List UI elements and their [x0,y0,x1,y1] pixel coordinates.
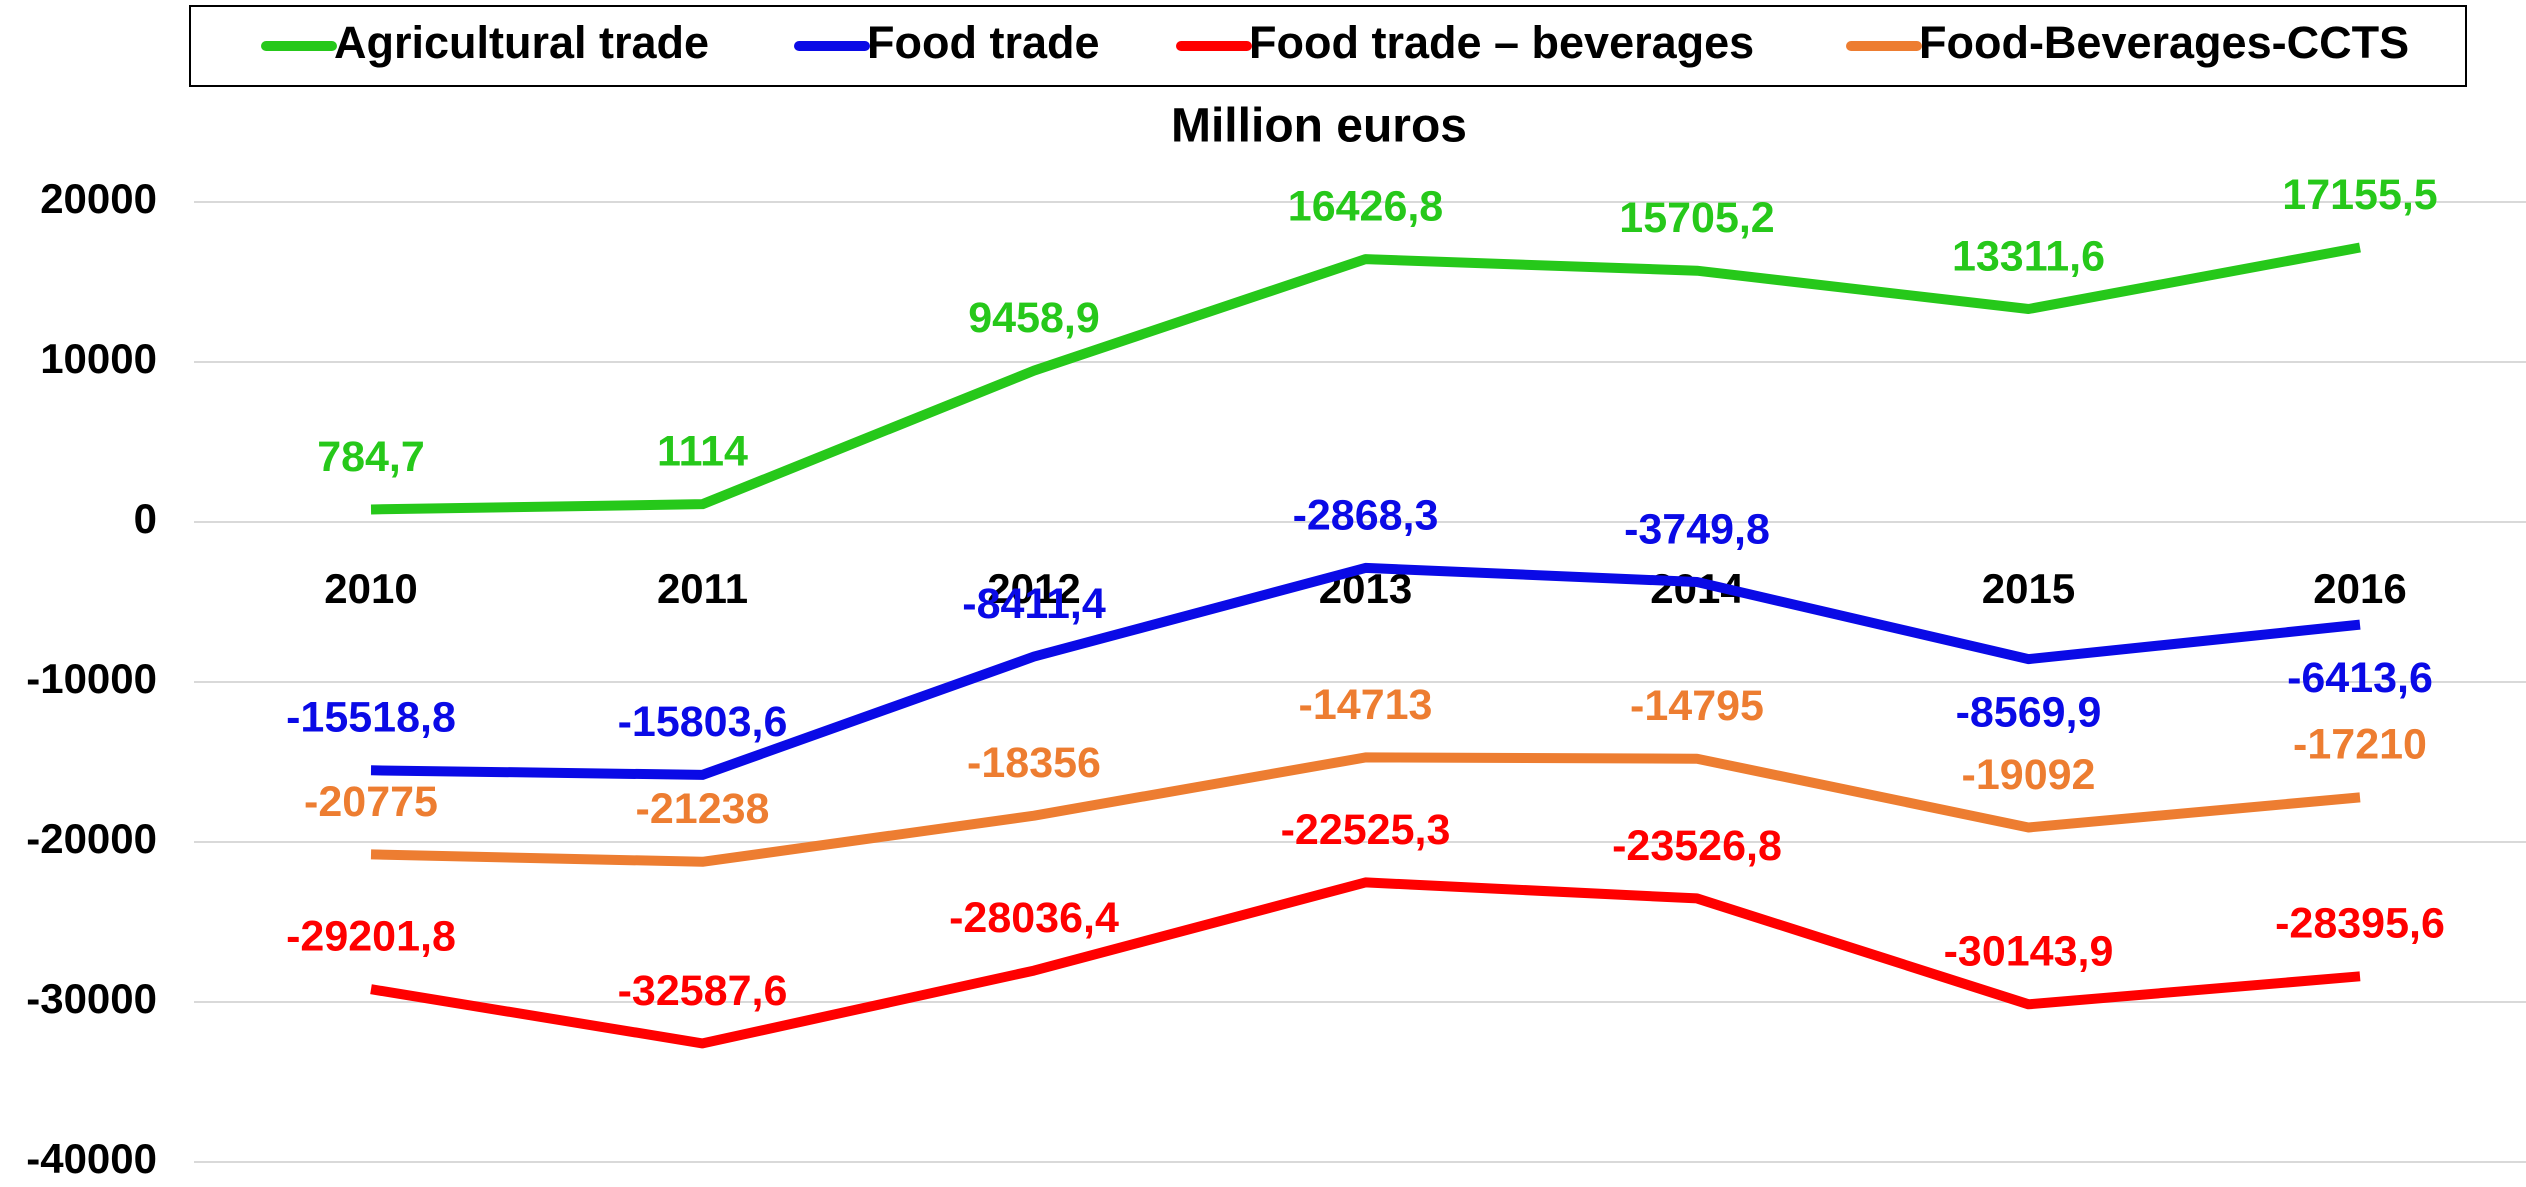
data-label: -28395,6 [2275,900,2445,948]
series-line [370,562,2361,780]
chart-title: Million euros [1171,100,1467,153]
legend-label: Food trade – beverages [1249,17,1754,68]
data-label: -14795 [1630,682,1764,730]
y-tick-label: -30000 [26,975,157,1022]
x-tick-label: 2010 [324,565,417,612]
data-label: -2868,3 [1293,491,1439,539]
data-label: 13311,6 [1952,232,2105,280]
data-label: -23526,8 [1612,822,1782,870]
data-label: -22525,3 [1281,806,1451,854]
data-label: -21238 [636,785,770,833]
data-label: 16426,8 [1288,183,1443,231]
data-label: -32587,6 [618,967,788,1015]
legend-label: Food trade [867,17,1100,68]
y-tick-label: 0 [134,495,157,542]
legend-box [189,5,2467,87]
series-line [370,242,2361,515]
data-label: -19092 [1962,751,2096,799]
legend-label: Food-Beverages-CCTS [1919,17,2409,68]
legend-label: Agricultural trade [334,17,709,68]
x-tick-label: 2015 [1982,565,2075,612]
series-line [370,877,2361,1049]
data-label: -6413,6 [2287,654,2433,702]
data-label: -17210 [2293,721,2427,769]
data-label: -8569,9 [1956,688,2102,736]
data-label: -20775 [304,778,438,826]
data-label: -28036,4 [949,894,1119,942]
data-label: -29201,8 [286,913,456,961]
series-line [370,752,2361,867]
data-label: -14713 [1299,681,1433,729]
y-tick-label: -40000 [26,1135,157,1182]
data-label: 9458,9 [968,294,1100,342]
data-label: 1114 [657,428,748,476]
data-label: -3749,8 [1624,505,1770,553]
x-tick-label: 2011 [657,565,748,612]
y-tick-label: -20000 [26,815,157,862]
data-label: 784,7 [317,433,425,481]
data-label: 15705,2 [1619,194,1774,242]
data-label: -30143,9 [1944,928,2114,976]
data-label: 17155,5 [2282,171,2437,219]
y-tick-label: -10000 [26,655,157,702]
y-tick-label: 20000 [40,175,157,222]
y-tick-label: 10000 [40,335,157,382]
data-label: -18356 [967,739,1101,787]
data-label: -8411,4 [962,580,1106,628]
data-label: -15518,8 [286,694,456,742]
x-tick-label: 2016 [2313,565,2406,612]
x-tick-label: 2012 [987,565,1080,612]
data-label: -15803,6 [618,698,788,746]
